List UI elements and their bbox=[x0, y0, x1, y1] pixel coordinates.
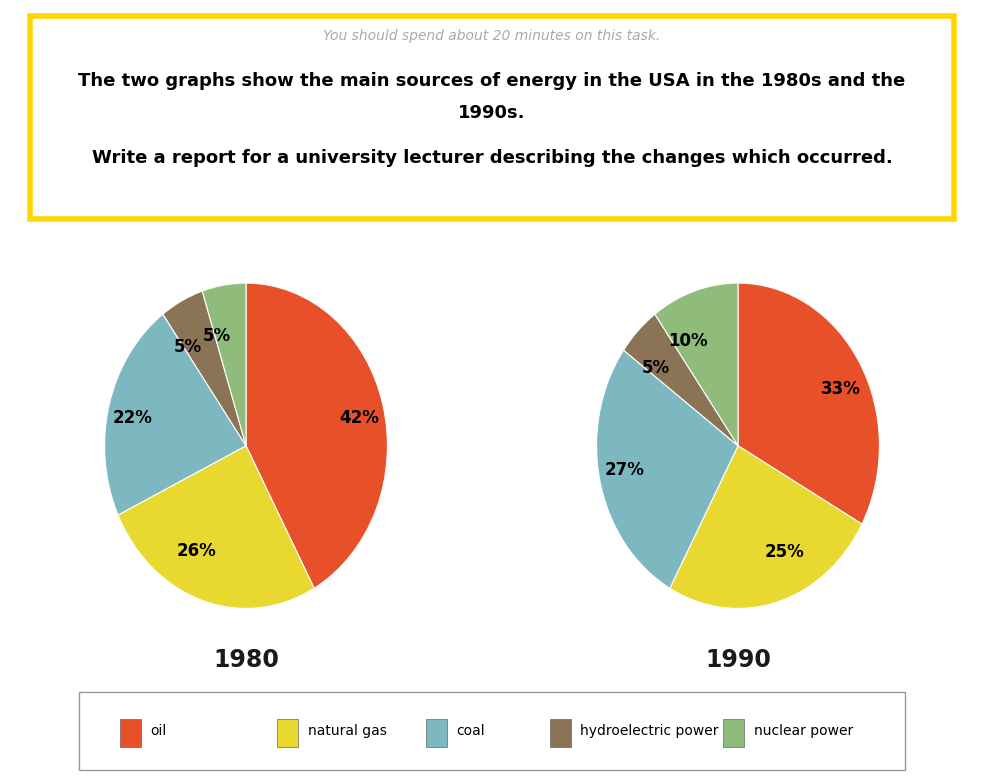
Wedge shape bbox=[670, 446, 862, 608]
Text: 27%: 27% bbox=[604, 461, 645, 479]
Text: nuclear power: nuclear power bbox=[754, 724, 853, 738]
Text: coal: coal bbox=[457, 724, 485, 738]
Text: oil: oil bbox=[151, 724, 167, 738]
Wedge shape bbox=[118, 446, 314, 608]
Text: 33%: 33% bbox=[821, 380, 861, 399]
Text: 26%: 26% bbox=[176, 542, 216, 560]
Bar bbox=[426, 719, 447, 747]
Wedge shape bbox=[163, 291, 246, 446]
Text: 5%: 5% bbox=[174, 338, 203, 356]
Wedge shape bbox=[246, 283, 388, 588]
Bar bbox=[277, 719, 298, 747]
Wedge shape bbox=[655, 283, 738, 446]
Text: 5%: 5% bbox=[203, 328, 231, 346]
Text: 1980: 1980 bbox=[214, 648, 278, 673]
Wedge shape bbox=[624, 314, 738, 446]
Text: 5%: 5% bbox=[642, 358, 670, 376]
Bar bbox=[550, 719, 571, 747]
Wedge shape bbox=[596, 350, 738, 588]
Text: 22%: 22% bbox=[113, 409, 153, 427]
Text: hydroelectric power: hydroelectric power bbox=[581, 724, 719, 738]
Bar bbox=[120, 719, 141, 747]
Text: 25%: 25% bbox=[765, 543, 805, 561]
Text: The two graphs show the main sources of energy in the USA in the 1980s and the: The two graphs show the main sources of … bbox=[79, 72, 905, 90]
Wedge shape bbox=[104, 314, 246, 515]
Text: 1990: 1990 bbox=[706, 648, 770, 673]
Text: 42%: 42% bbox=[339, 409, 379, 427]
Wedge shape bbox=[738, 283, 880, 524]
Wedge shape bbox=[203, 283, 246, 446]
Bar bbox=[723, 719, 744, 747]
Text: natural gas: natural gas bbox=[308, 724, 387, 738]
Text: You should spend about 20 minutes on this task.: You should spend about 20 minutes on thi… bbox=[324, 29, 660, 43]
Text: 10%: 10% bbox=[669, 332, 708, 350]
Text: Write a report for a university lecturer describing the changes which occurred.: Write a report for a university lecturer… bbox=[92, 149, 892, 167]
Text: 1990s.: 1990s. bbox=[459, 104, 525, 122]
